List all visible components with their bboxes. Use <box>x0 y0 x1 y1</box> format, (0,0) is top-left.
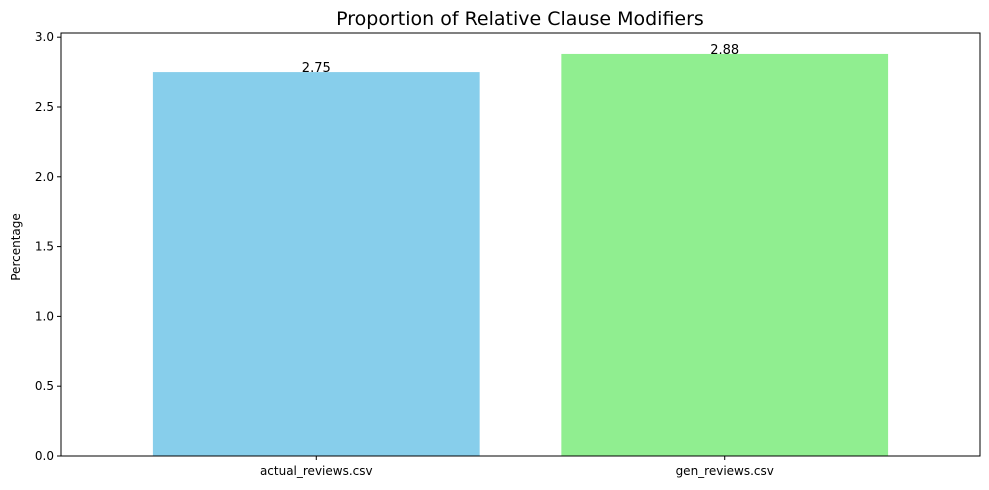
y-tick-label: 1.5 <box>35 240 54 254</box>
data-labels: 2.75 2.88 <box>302 43 739 76</box>
bar-1 <box>561 53 889 457</box>
bars-group <box>152 53 889 457</box>
y-tick-label: 2.0 <box>35 170 54 184</box>
y-tick-label: 2.5 <box>35 100 54 114</box>
y-tick-label: 0.5 <box>35 379 54 393</box>
x-tick-label: gen_reviews.csv <box>676 464 774 478</box>
bar-0 <box>152 72 480 456</box>
plot-frame <box>60 32 981 457</box>
x-tick-label: actual_reviews.csv <box>260 464 373 478</box>
y-tick-label: 1.0 <box>35 309 54 323</box>
chart-title: Proportion of Relative Clause Modifiers <box>336 8 704 30</box>
data-label: 2.75 <box>302 61 331 76</box>
y-tick-label: 0.0 <box>35 449 54 463</box>
y-axis-label: Percentage <box>9 213 23 281</box>
x-axis-ticks: actual_reviews.csv gen_reviews.csv <box>260 456 774 478</box>
y-tick-label: 3.0 <box>35 30 54 44</box>
data-label: 2.88 <box>710 43 739 58</box>
y-axis-ticks: 0.0 0.5 1.0 1.5 2.0 2.5 3.0 <box>35 30 61 463</box>
